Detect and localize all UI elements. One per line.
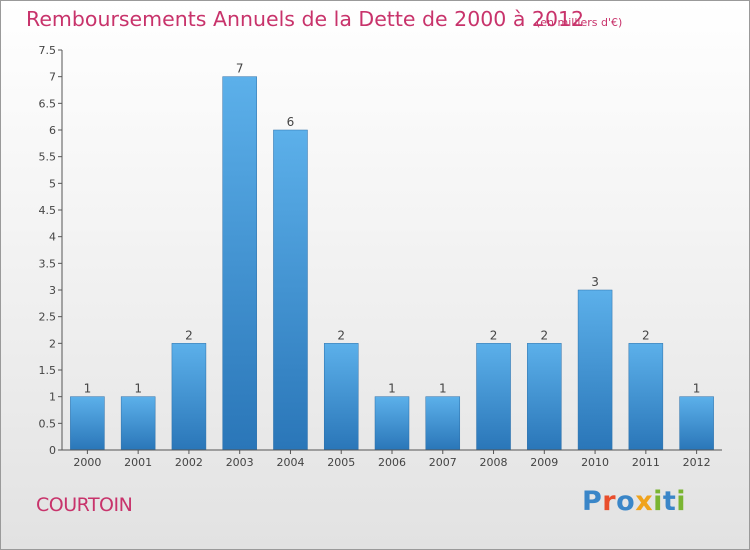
bar bbox=[222, 76, 257, 451]
y-tick-label: 4.5 bbox=[39, 204, 57, 217]
bar-value-label: 2 bbox=[337, 328, 345, 342]
bar bbox=[323, 343, 359, 451]
y-tick-label: 3 bbox=[49, 284, 56, 297]
y-tick-label: 1 bbox=[49, 391, 56, 404]
bar bbox=[70, 396, 105, 451]
bar bbox=[628, 343, 664, 451]
y-tick-label: 0.5 bbox=[39, 417, 57, 430]
bar bbox=[476, 343, 511, 451]
bar-value-label: 1 bbox=[693, 382, 701, 396]
y-tick-label: 2.5 bbox=[39, 311, 57, 324]
x-tick-label: 2008 bbox=[480, 456, 508, 469]
bar-value-label: 2 bbox=[185, 328, 193, 342]
bar-value-label: 3 bbox=[591, 275, 599, 289]
x-tick-label: 2012 bbox=[683, 456, 711, 469]
y-tick-label: 6 bbox=[49, 124, 56, 137]
y-tick-label: 0 bbox=[49, 444, 56, 457]
y-tick-label: 7.5 bbox=[39, 44, 57, 57]
bar bbox=[425, 396, 461, 451]
logo-letter: i bbox=[653, 486, 663, 517]
chart-unit: (en milliers d'€) bbox=[536, 16, 623, 29]
bar-value-label: 7 bbox=[236, 62, 244, 76]
x-tick-label: 2011 bbox=[632, 456, 660, 469]
bar bbox=[273, 129, 308, 451]
y-axis: 0 0.5 1 1.5 2 2.5 3 3.5 4 4.5 5 5.5 6 6.5 7 7.5 bbox=[39, 44, 63, 457]
x-tick-label: 2002 bbox=[175, 456, 203, 469]
bar bbox=[527, 343, 562, 451]
x-tick-label: 2001 bbox=[124, 456, 152, 469]
bar-value-label: 1 bbox=[439, 382, 447, 396]
x-tick-label: 2010 bbox=[581, 456, 609, 469]
logo-letter: t bbox=[662, 486, 677, 517]
logo-letter: r bbox=[602, 486, 617, 517]
logo-letter: i bbox=[676, 486, 687, 517]
y-tick-label: 5.5 bbox=[39, 151, 57, 164]
bar-value-label: 2 bbox=[540, 328, 548, 342]
proxiti-logo: Proxiti bbox=[582, 486, 686, 517]
logo-letter: P bbox=[582, 486, 603, 517]
x-tick-label: 2005 bbox=[327, 456, 355, 469]
bar-value-label: 1 bbox=[388, 382, 396, 396]
logo-letter: o bbox=[616, 486, 636, 517]
y-tick-label: 3.5 bbox=[39, 257, 57, 270]
commune-name: COURTOIN bbox=[36, 494, 133, 516]
chart-title: Remboursements Annuels de la Dette de 20… bbox=[26, 7, 585, 31]
bar-value-label: 1 bbox=[84, 382, 92, 396]
bar bbox=[120, 396, 156, 451]
bars: 1 1 2 7 6 2 1 1 2 2 3 2 1 bbox=[70, 62, 714, 451]
y-tick-label: 5 bbox=[49, 177, 56, 190]
bar bbox=[679, 396, 714, 451]
bar-value-label: 6 bbox=[287, 115, 295, 129]
x-tick-label: 2006 bbox=[378, 456, 406, 469]
bar bbox=[577, 289, 613, 451]
x-tick-label: 2004 bbox=[276, 456, 304, 469]
bar-value-label: 1 bbox=[134, 382, 142, 396]
bar bbox=[171, 343, 207, 451]
y-tick-label: 1.5 bbox=[39, 364, 57, 377]
bar-value-label: 2 bbox=[490, 328, 498, 342]
x-tick-label: 2007 bbox=[429, 456, 457, 469]
logo-letter: x bbox=[635, 486, 654, 517]
x-tick-label: 2000 bbox=[73, 456, 101, 469]
y-tick-label: 4 bbox=[49, 231, 56, 244]
bar bbox=[374, 396, 410, 451]
x-tick-label: 2009 bbox=[530, 456, 558, 469]
x-tick-label: 2003 bbox=[226, 456, 254, 469]
x-axis: 2000 2001 2002 2003 2004 2005 2006 2007 2008 2009… bbox=[62, 449, 722, 469]
y-tick-label: 7 bbox=[49, 71, 56, 84]
y-tick-label: 6.5 bbox=[39, 97, 57, 110]
bar-value-label: 2 bbox=[642, 328, 650, 342]
y-tick-label: 2 bbox=[49, 337, 56, 350]
